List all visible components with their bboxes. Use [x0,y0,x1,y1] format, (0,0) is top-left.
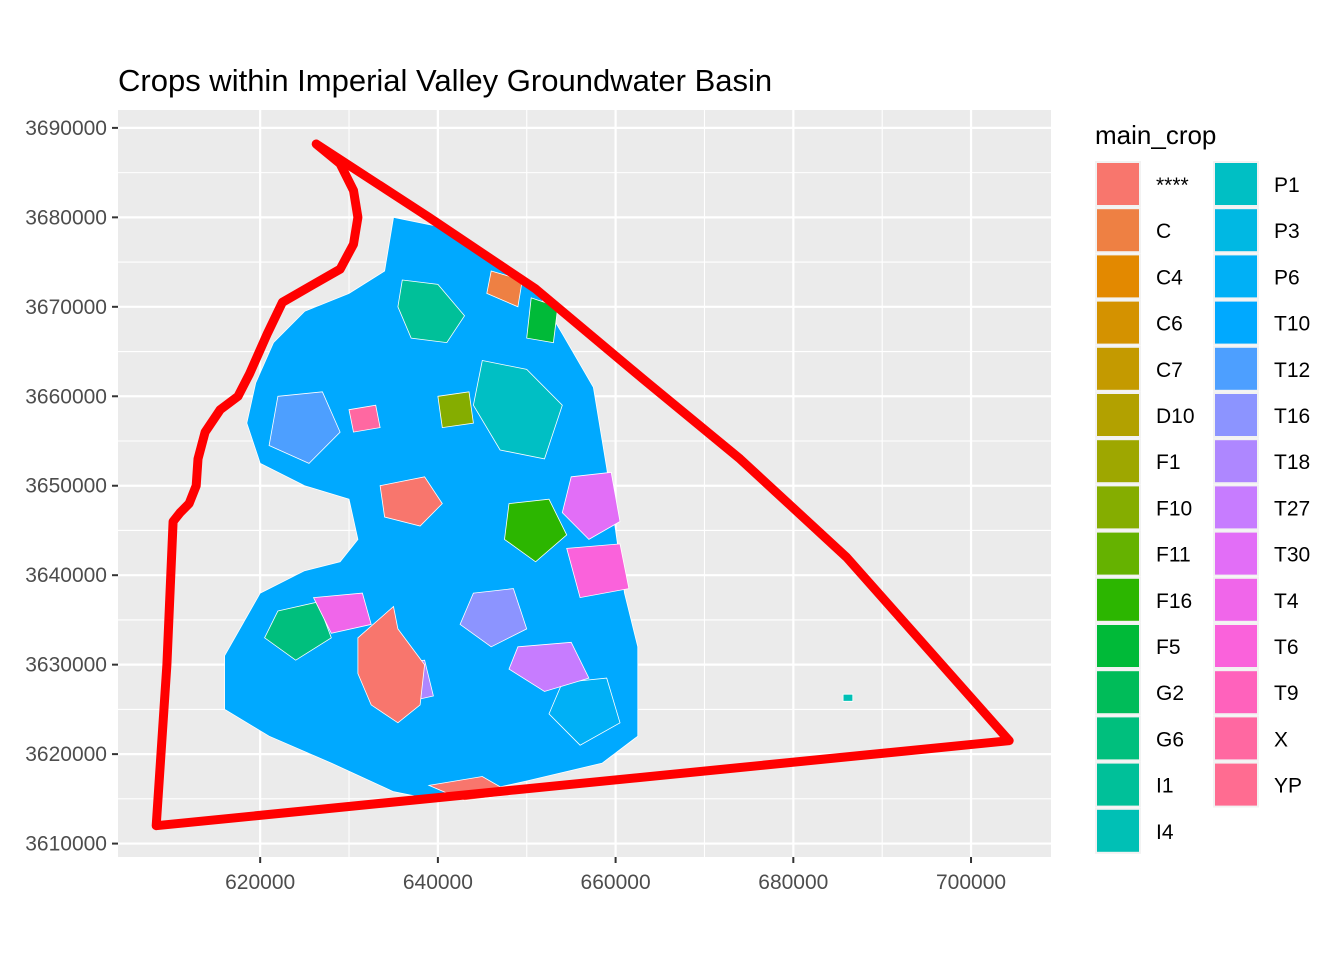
legend-label: D10 [1156,405,1195,428]
legend-label: C6 [1156,313,1183,336]
legend-label: T4 [1274,590,1299,613]
basin-boundary [151,139,1014,831]
legend-label: I1 [1156,775,1174,798]
legend-swatch [1097,209,1139,252]
legend-label: F10 [1156,497,1192,520]
x-tick-label: 700000 [936,871,1006,894]
legend-items: **** C C4 C6 C7 D10 F1 F10 F11 F16 F5 G2 G6 I1 I4 P1 P3 P… [1095,161,1310,854]
crop-region [357,605,426,724]
legend-swatch [1097,763,1139,806]
legend-label: I4 [1156,821,1174,844]
legend-swatch [1097,163,1139,205]
legend-swatch [1215,163,1257,205]
legend-label: C4 [1156,266,1183,289]
legend-swatch [1215,532,1257,575]
crop-region [268,391,341,464]
crop-region [437,391,474,429]
legend-swatch [1215,255,1257,298]
legend-swatch [1215,209,1257,252]
legend-label: T12 [1274,359,1310,382]
y-tick-label: 3620000 [25,743,107,766]
legend-label: P3 [1274,220,1300,243]
legend-label: X [1274,728,1288,751]
legend: main_crop **** C C4 C6 C7 D10 F1 F10 F11 F16 F5 G2 G… [1095,120,1310,854]
legend-swatch [1215,347,1257,390]
crop-region [379,476,443,527]
legend-swatch [1097,255,1139,298]
crop-region [472,360,563,460]
axis-layer: 620000 640000 660000 680000 700000 3610000 362… [25,117,1006,894]
crop-region [508,641,590,692]
legend-label: T6 [1274,636,1299,659]
legend-swatch [1097,301,1139,344]
legend-swatch [1097,578,1139,621]
y-tick-label: 3610000 [25,833,107,856]
legend-label: F11 [1156,544,1191,567]
legend-label: P6 [1274,266,1300,289]
legend-swatch [1215,717,1257,760]
y-tick-label: 3670000 [25,296,107,319]
crop-region [548,677,621,746]
legend-label: G6 [1156,728,1184,751]
legend-swatch [1097,440,1139,483]
crop-region [504,498,568,563]
crop-region [397,279,465,344]
crop-fields-layer [224,216,854,802]
legend-swatch [1097,347,1139,390]
legend-swatch [1215,625,1257,667]
x-tick-label: 660000 [581,871,651,894]
y-tick-label: 3630000 [25,654,107,677]
legend-label: T10 [1274,313,1310,336]
legend-swatch [1215,440,1257,483]
legend-swatch [1215,578,1257,621]
legend-label: T9 [1274,682,1299,705]
legend-swatch [1097,532,1139,575]
crop-region [348,404,381,433]
legend-swatch [1097,809,1139,852]
legend-swatch [1215,301,1257,344]
legend-swatch [1097,717,1139,760]
legend-label: F16 [1156,590,1192,613]
crop-region [459,588,528,648]
basin-boundary-layer [151,139,1014,831]
legend-label: G2 [1156,682,1184,705]
legend-label: YP [1274,775,1302,798]
crop-region [312,592,372,634]
legend-label: F5 [1156,636,1181,659]
crop-region [561,471,621,540]
y-tick-label: 3690000 [25,117,107,140]
legend-label: T30 [1274,544,1310,567]
legend-title: main_crop [1095,120,1216,150]
crop-region [842,693,854,702]
legend-label: P1 [1274,174,1300,197]
legend-label: C7 [1156,359,1183,382]
legend-swatch [1215,763,1257,806]
legend-label: T27 [1274,497,1310,520]
crop-region [566,543,630,599]
legend-label: F1 [1156,451,1181,474]
y-tick-label: 3660000 [25,385,107,408]
x-tick-label: 620000 [225,871,295,894]
legend-swatch [1215,486,1257,529]
legend-swatch [1215,671,1257,714]
legend-swatch [1097,625,1139,667]
y-tick-label: 3650000 [25,475,107,498]
legend-swatch [1097,486,1139,529]
crop-region [264,601,332,661]
y-tick-label: 3680000 [25,206,107,229]
x-tick-label: 640000 [403,871,473,894]
legend-swatch [1097,671,1139,714]
legend-swatch [1097,394,1139,436]
y-tick-label: 3640000 [25,564,107,587]
x-tick-label: 680000 [758,871,828,894]
legend-label: T18 [1274,451,1310,474]
chart-title: Crops within Imperial Valley Groundwater… [118,63,772,98]
legend-label: C [1156,220,1171,243]
legend-swatch [1215,394,1257,436]
legend-label: T16 [1274,405,1310,428]
legend-label: **** [1156,174,1189,197]
